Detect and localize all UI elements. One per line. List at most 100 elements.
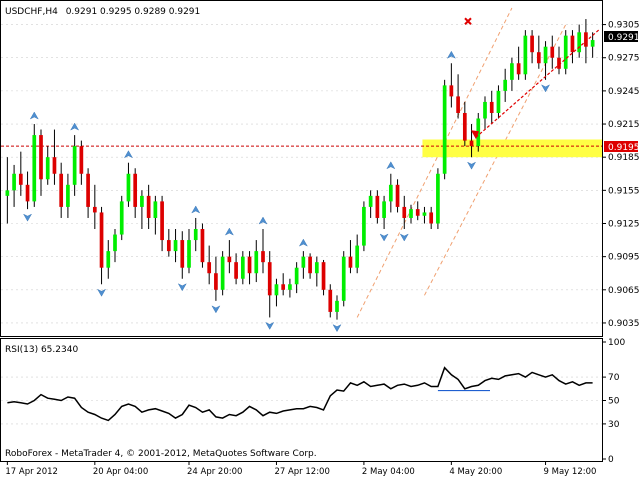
candle [92, 184, 97, 230]
candle-body [469, 140, 474, 147]
price-tick-label: 0.9125 [608, 219, 640, 229]
channel-lines [356, 7, 567, 318]
fractal-up-marker [191, 205, 201, 214]
candle [72, 135, 77, 196]
candle [86, 168, 90, 218]
candle [436, 168, 440, 230]
fractal-up-marker [298, 238, 308, 247]
candle-body [382, 201, 386, 218]
candle-body [294, 267, 299, 285]
candle-body [240, 256, 245, 279]
watermark-text: RoboForex - MetaTrader 4, © 2001-2012, M… [5, 449, 317, 459]
candle [570, 30, 575, 64]
candle [214, 256, 218, 301]
price-tick-label: 0.9035 [608, 319, 640, 329]
candle [483, 96, 487, 130]
candle [402, 195, 407, 230]
rsi-tick-label: 70 [608, 373, 620, 383]
candle [543, 41, 548, 80]
candle-body [166, 240, 171, 252]
candle-body [207, 262, 212, 274]
candle-body [584, 32, 588, 47]
candle [52, 129, 57, 185]
candle [220, 251, 225, 296]
candle-body [563, 35, 568, 69]
candle [119, 195, 124, 241]
candle [234, 253, 238, 285]
candle [173, 229, 178, 263]
price-tick-label: 0.9245 [608, 87, 640, 97]
candle [456, 74, 460, 119]
candle [422, 206, 427, 224]
candle [523, 30, 528, 80]
time-tick-label: 24 Apr 20:00 [187, 467, 242, 477]
candle [18, 151, 23, 196]
candle [510, 57, 514, 91]
support-zone [422, 139, 602, 158]
candle [395, 179, 400, 213]
candle [274, 278, 279, 307]
candle-body [86, 173, 90, 207]
candle-body [113, 234, 117, 252]
candle [503, 68, 508, 102]
candle-body [126, 173, 131, 202]
candles [5, 19, 595, 320]
level-price-tag [604, 141, 638, 152]
candle-body [368, 195, 373, 207]
candle-body [503, 79, 508, 91]
fractal-down-marker [379, 233, 389, 242]
candle-body [220, 256, 225, 290]
candle-body [577, 32, 582, 53]
price-tick-label: 0.9185 [608, 153, 640, 163]
fractal-down-marker [399, 233, 409, 242]
candle [577, 24, 582, 58]
candle-body [79, 146, 84, 174]
level-price-label: 0.9195 [608, 143, 640, 153]
time-tick-label: 9 May 12:00 [544, 467, 597, 477]
candle [261, 229, 265, 274]
candle-body [146, 195, 151, 218]
candle-body [45, 157, 50, 180]
candle [496, 85, 501, 119]
rsi-tick-label: 30 [608, 420, 620, 430]
candle [59, 162, 64, 218]
candle [409, 204, 413, 224]
fractal-down-marker [541, 84, 551, 93]
candle-body [247, 256, 252, 274]
candle [126, 162, 131, 207]
price-panel: USDCHF,H4 0.9291 0.9295 0.9289 0.9291 [0, 0, 603, 337]
candle-body [449, 85, 454, 97]
candle-body [153, 201, 158, 218]
candle-body [409, 209, 413, 218]
fractal-down-marker [332, 324, 342, 333]
candle-body [140, 195, 144, 207]
candle-body [66, 184, 70, 207]
candle-body [32, 135, 37, 202]
candle [187, 229, 191, 274]
rsi-panel-border [0, 338, 603, 462]
candle [140, 190, 144, 230]
fractal-down-marker [211, 305, 221, 314]
candle-body [214, 273, 218, 290]
candle-body [415, 209, 420, 216]
candle [288, 278, 292, 298]
candle-body [328, 289, 333, 312]
candle [308, 253, 312, 279]
fractal-up-marker [446, 50, 456, 59]
candle-body [489, 101, 494, 113]
candle-body [321, 262, 326, 290]
forecast-line [475, 29, 600, 138]
candle [240, 251, 245, 285]
fractal-up-marker [224, 227, 234, 236]
candle-body [288, 284, 292, 290]
chart-title: USDCHF,H4 0.9291 0.9295 0.9289 0.9291 [5, 7, 200, 17]
rsi-line [7, 366, 593, 422]
candle [516, 46, 521, 80]
candle-body [267, 262, 272, 296]
candle-body [510, 63, 514, 80]
candle [301, 251, 306, 279]
candle [99, 206, 104, 285]
candle [66, 173, 70, 218]
price-tick-label: 0.9305 [608, 21, 640, 31]
